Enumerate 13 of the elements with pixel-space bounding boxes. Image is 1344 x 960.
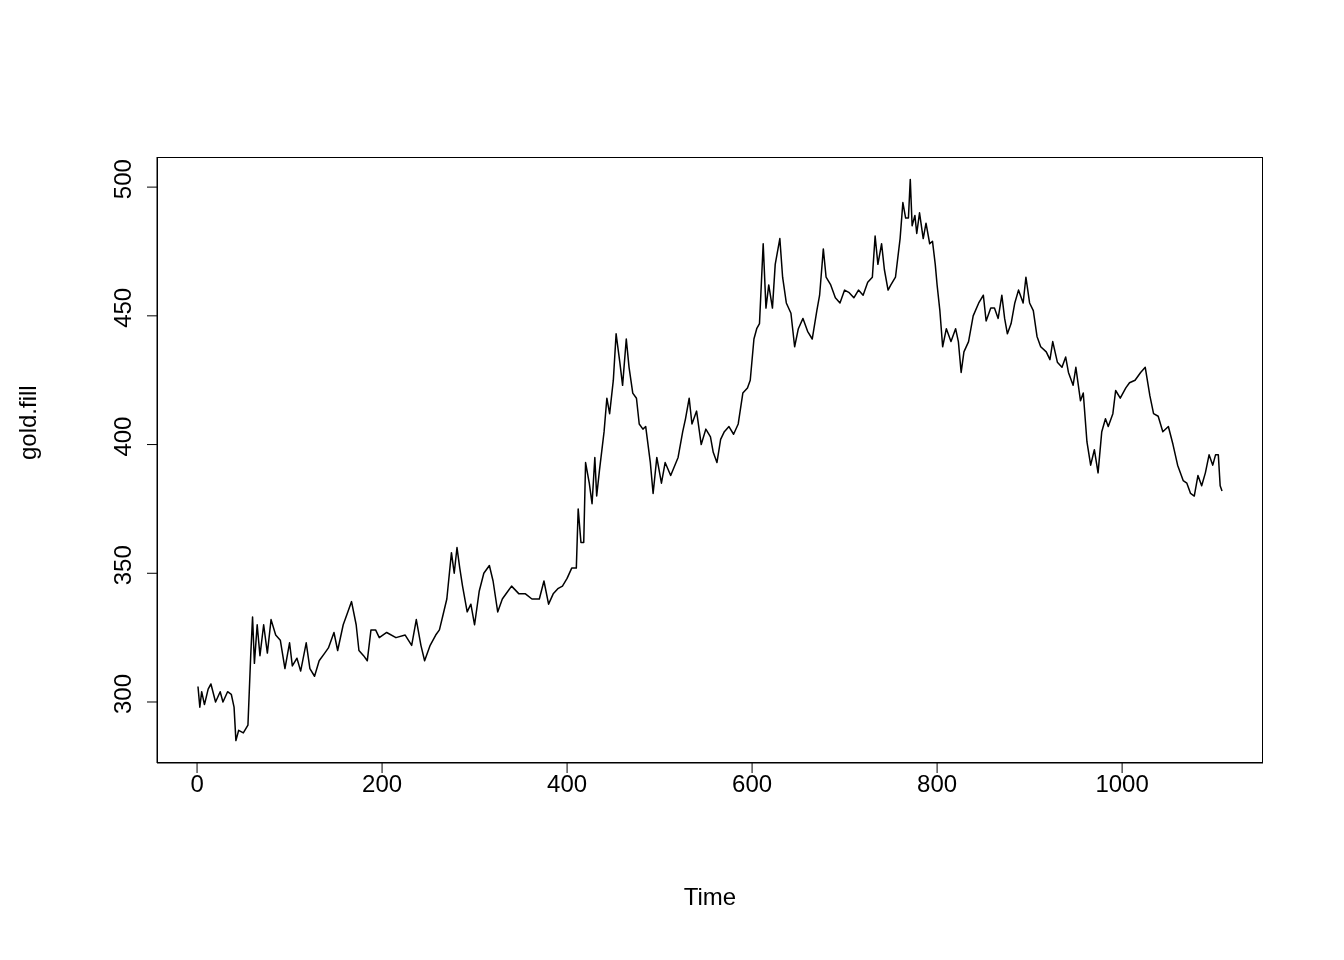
x-tick-label: 1000 <box>1095 770 1149 798</box>
x-tick-label: 800 <box>917 770 958 798</box>
x-tick-label: 600 <box>732 770 773 798</box>
x-tick-label: 200 <box>362 770 403 798</box>
y-tick-label: 400 <box>109 416 136 457</box>
y-tick-label: 350 <box>109 545 136 586</box>
y-tick-label: 500 <box>109 159 136 200</box>
y-tick-label: 300 <box>109 673 136 715</box>
x-axis-title: Time <box>683 883 737 910</box>
x-tick-label: 400 <box>547 770 588 798</box>
y-axis-title: gold.fill <box>13 385 41 460</box>
x-tick-label: 0 <box>190 770 204 798</box>
y-tick-label: 450 <box>109 287 136 328</box>
